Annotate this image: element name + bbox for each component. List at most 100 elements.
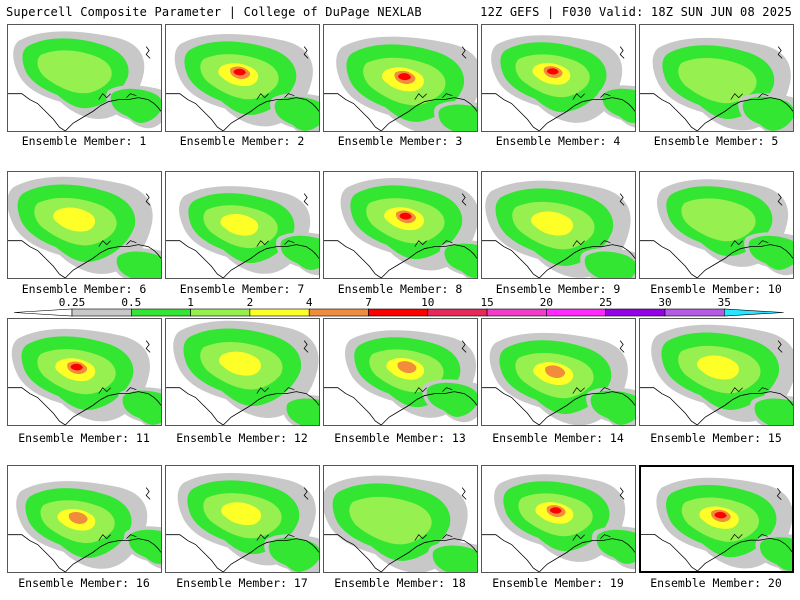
scp-contour-c6 [70,363,83,371]
colorbar-tick-label: 4 [306,298,313,309]
colorbar-segment [71,308,132,317]
scp-contour-map [8,172,161,278]
colorbar-segment [131,308,191,317]
scp-contour-c6 [546,68,559,75]
scp-contour-map [640,25,793,131]
ensemble-member-label: Ensemble Member: 3 [337,134,463,148]
ensemble-member-label: Ensemble Member: 6 [21,282,147,296]
scp-contour-c4 [220,213,259,236]
ensemble-member-map[interactable] [7,24,162,132]
colorbar-segment [368,308,429,317]
scp-contour-c6 [398,73,411,81]
colorbar-tick-label: 0.25 [59,298,86,309]
scp-contour-map [166,319,319,425]
colorbar-tick-label: 25 [599,298,612,309]
scp-contour-map [324,319,477,425]
scp-contour-map [324,466,477,572]
scp-contour-map [166,466,319,572]
ensemble-member-map[interactable] [323,465,478,573]
scp-contour-c4 [219,351,262,376]
colorbar-segment [249,308,310,317]
ensemble-member-map[interactable] [7,318,162,426]
colorbar-tick-label: 30 [658,298,671,309]
scp-contour-c4 [696,355,739,380]
scp-contour-map [8,25,161,131]
scp-contour-map [324,25,477,131]
colorbar-tick-label: 7 [365,298,372,309]
ensemble-member-map[interactable] [165,24,320,132]
ensemble-member-label: Ensemble Member: 16 [18,576,150,590]
scp-contour-map [8,319,161,425]
ensemble-member-map[interactable] [7,465,162,573]
ensemble-member-label: Ensemble Member: 10 [650,282,782,296]
scp-contour-map [640,172,793,278]
ensemble-member-label: Ensemble Member: 2 [179,134,305,148]
model-valid-time: 12Z GEFS | F030 Valid: 18Z SUN JUN 08 20… [480,5,792,19]
colorbar-segment [546,308,607,317]
ensemble-member-label: Ensemble Member: 14 [492,431,624,445]
ensemble-member-map[interactable] [639,318,794,426]
ensemble-member-map[interactable] [639,24,794,132]
ensemble-member-map[interactable] [639,171,794,279]
ensemble-member-map[interactable] [481,465,636,573]
ensemble-member-map[interactable] [481,318,636,426]
scp-contour-map [166,25,319,131]
ensemble-member-map[interactable] [165,318,320,426]
scp-contour-c4 [221,502,262,526]
ensemble-member-map[interactable] [481,24,636,132]
ensemble-member-map[interactable] [7,171,162,279]
ensemble-member-label: Ensemble Member: 1 [21,134,147,148]
ensemble-member-label: Ensemble Member: 11 [18,431,150,445]
scp-contour-map [482,466,635,572]
ensemble-member-map[interactable] [639,465,794,573]
scp-contour-map [166,172,319,278]
ensemble-member-map[interactable] [323,24,478,132]
scp-contour-c6 [549,507,562,514]
ensemble-member-label: Ensemble Member: 19 [492,576,624,590]
ensemble-member-label: Ensemble Member: 5 [653,134,779,148]
ensemble-member-map[interactable] [323,318,478,426]
scp-contour-c5 [68,512,88,524]
colorbar-over-arrow [723,308,784,317]
ensemble-member-map[interactable] [165,465,320,573]
ensemble-member-map[interactable] [481,171,636,279]
scp-contour-map [482,319,635,425]
scp-contour-c3 [681,198,756,242]
scp-contour-c6 [399,212,412,220]
colorbar-tick-label: 1 [187,298,194,309]
ensemble-member-map[interactable] [323,171,478,279]
scp-contour-c4 [53,207,96,232]
product-title: Supercell Composite Parameter | College … [6,5,422,19]
ensemble-member-label: Ensemble Member: 17 [176,576,308,590]
colorbar-segment [486,308,547,317]
ensemble-member-label: Ensemble Member: 13 [334,431,466,445]
colorbar-segment [664,308,725,317]
scp-contour-c3 [349,496,432,545]
scp-contour-c3 [678,58,757,104]
scp-contour-c5 [397,361,417,374]
ensemble-member-label: Ensemble Member: 4 [495,134,621,148]
colorbar-tick-label: 0.5 [121,298,141,309]
ensemble-member-label: Ensemble Member: 12 [176,431,308,445]
colorbar-segment [427,308,488,317]
ensemble-member-label: Ensemble Member: 18 [334,576,466,590]
colorbar-tick-label: 10 [421,298,434,309]
scp-contour-map [8,466,161,572]
colorbar-tick-label: 15 [480,298,493,309]
colorbar-tick-label: 2 [247,298,254,309]
colorbar-tick-label: 20 [540,298,553,309]
ensemble-member-label: Ensemble Member: 7 [179,282,305,296]
ensemble-member-label: Ensemble Member: 20 [650,576,782,590]
ensemble-member-label: Ensemble Member: 8 [337,282,463,296]
colorbar-segment [605,308,666,317]
scp-contour-map [482,25,635,131]
colorbar-tick-label: 35 [718,298,731,309]
ensemble-member-label: Ensemble Member: 15 [650,431,782,445]
scp-contour-map [641,467,792,571]
scp-contour-c4 [531,211,574,236]
scp-contour-map [482,172,635,278]
scp-contour-c6 [233,68,246,76]
colorbar-segment [190,308,251,317]
ensemble-member-map[interactable] [165,171,320,279]
colorbar-under-arrow [13,308,73,317]
